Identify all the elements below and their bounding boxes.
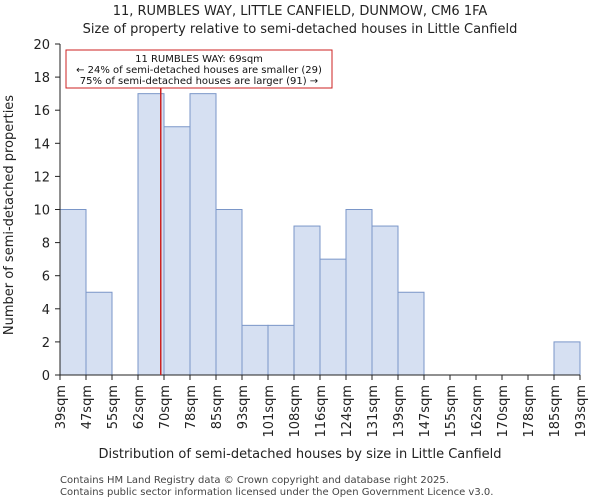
x-tick-label: 139sqm [392, 385, 407, 438]
x-tick-label: 147sqm [418, 385, 433, 438]
x-axis-label: Distribution of semi-detached houses by … [98, 447, 501, 462]
x-ticks-group: 39sqm 47sqm 55sqm 62sqm 70sqm 78sqm 85sqm 93sqm… [54, 375, 589, 438]
x-tick-label: 85sqm [210, 385, 225, 429]
x-tick-label: 178sqm [522, 385, 537, 438]
bar-47sqm [85, 291, 113, 376]
x-tick-label: 116sqm [314, 385, 329, 438]
annotation-line-3: 75% of semi-detached houses are larger (… [80, 76, 318, 87]
annotation-box: 11 RUMBLES WAY: 69sqm ← 24% of semi-deta… [65, 49, 333, 89]
x-tick-label: 101sqm [262, 385, 277, 438]
y-tick-label: 20 [33, 38, 50, 53]
y-tick-label: 14 [33, 137, 50, 152]
bar-131sqm [371, 225, 399, 376]
y-tick-label: 18 [33, 71, 50, 86]
bar-70sqm [163, 126, 191, 376]
bar-78sqm [189, 93, 217, 376]
chart-title: 11, RUMBLES WAY, LITTLE CANFIELD, DUNMOW… [113, 4, 488, 19]
y-tick-label: 4 [42, 303, 50, 318]
bar-62sqm [137, 93, 165, 376]
bar-124sqm [345, 209, 373, 376]
x-tick-label: 155sqm [444, 385, 459, 438]
footer-line-1: Contains HM Land Registry data © Crown c… [60, 475, 449, 486]
x-tick-label: 193sqm [574, 385, 589, 438]
bar-116sqm [319, 258, 347, 376]
bar-93sqm [241, 324, 269, 376]
y-tick-label: 8 [42, 237, 50, 252]
y-tick-label: 16 [33, 104, 50, 119]
x-tick-label: 108sqm [288, 385, 303, 438]
bar-101sqm [267, 324, 295, 376]
x-tick-label: 170sqm [496, 385, 511, 438]
x-tick-label: 162sqm [470, 385, 485, 438]
x-tick-label: 62sqm [132, 385, 147, 429]
x-tick-label: 39sqm [54, 385, 69, 429]
x-tick-label: 70sqm [158, 385, 173, 429]
x-tick-label: 124sqm [340, 385, 355, 438]
x-tick-label: 93sqm [236, 385, 251, 429]
y-tick-label: 0 [42, 369, 50, 384]
annotation-line-2: ← 24% of semi-detached houses are smalle… [76, 65, 322, 76]
y-ticks-group: 0 2 4 6 8 10 12 14 16 18 20 [33, 38, 60, 384]
y-axis-label: Number of semi-detached properties [2, 95, 17, 335]
annotation-line-1: 11 RUMBLES WAY: 69sqm [135, 54, 263, 65]
x-tick-label: 47sqm [80, 385, 95, 429]
x-tick-label: 185sqm [548, 385, 563, 438]
bar-108sqm [293, 225, 321, 376]
bar-185sqm [553, 341, 581, 376]
y-tick-label: 12 [33, 170, 50, 185]
chart-subtitle: Size of property relative to semi-detach… [83, 22, 518, 37]
y-tick-label: 2 [42, 336, 50, 351]
bars-group [59, 93, 581, 376]
x-tick-label: 78sqm [184, 385, 199, 429]
annotation-box-frame [65, 49, 333, 89]
footer-line-2: Contains public sector information licen… [60, 487, 493, 498]
y-tick-label: 6 [42, 270, 50, 285]
bar-139sqm [397, 291, 425, 376]
bar-85sqm [215, 209, 243, 376]
x-tick-label: 55sqm [106, 385, 121, 429]
bar-39sqm [59, 209, 87, 376]
x-tick-label: 131sqm [366, 385, 381, 438]
y-tick-label: 10 [33, 204, 50, 219]
